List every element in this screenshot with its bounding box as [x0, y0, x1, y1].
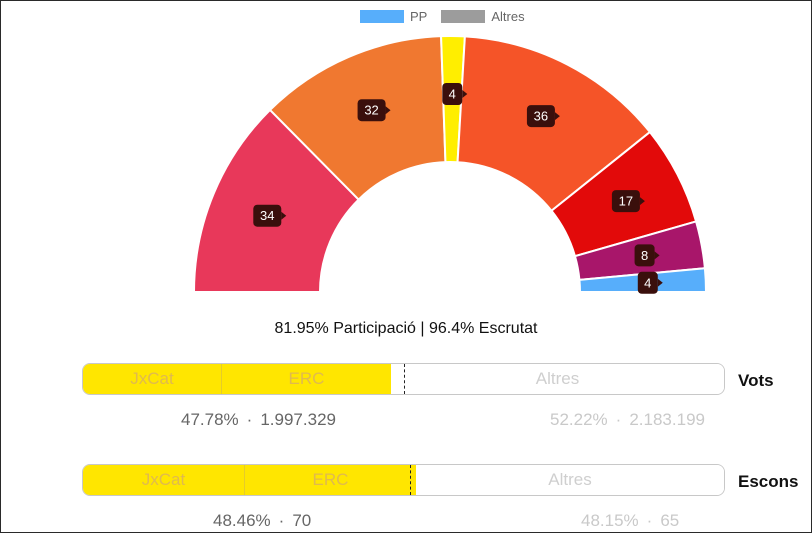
- seat-label-text-4: 17: [619, 194, 633, 209]
- legend-swatch-altres: [441, 9, 486, 23]
- seats-bloc-dot: ·: [278, 511, 285, 530]
- seats-segment-jxcat[interactable]: JxCat: [83, 465, 244, 495]
- legend-label-altres: Altres: [491, 8, 525, 24]
- legend-swatch-pp: [360, 9, 404, 23]
- votes-segment-altres[interactable]: Altres: [391, 364, 724, 394]
- votes-bloc-dot: ·: [246, 410, 253, 429]
- seat-label-3: 36: [526, 105, 560, 128]
- legend-item-pp[interactable]: PP: [360, 9, 427, 24]
- seat-label-5: 8: [634, 244, 660, 267]
- seat-label-pointer-3: [554, 112, 560, 121]
- seat-label-pointer-1: [385, 106, 391, 115]
- seat-label-pointer-2: [462, 90, 468, 99]
- seat-label-2: 4: [442, 83, 468, 106]
- votes-segment-erc[interactable]: ERC: [221, 364, 391, 394]
- seat-label-0: 34: [253, 204, 287, 227]
- seat-label-6: 4: [637, 271, 663, 294]
- votes-others-pct: 52.22%: [550, 410, 608, 429]
- seats-label: Escons: [738, 472, 799, 491]
- seat-label-text-3: 36: [534, 109, 548, 124]
- seat-label-text-2: 4: [449, 87, 456, 102]
- seat-label-pointer-6: [657, 278, 663, 287]
- seat-label-bg-5: [634, 244, 655, 267]
- seat-label-bg-3: [526, 105, 555, 128]
- votes-bloc-pct: 47.78%: [181, 410, 239, 429]
- votes-others-dot: ·: [615, 410, 622, 429]
- seat-label-bg-4: [611, 190, 640, 213]
- votes-label: Vots: [738, 371, 774, 390]
- votes-bloc-stat: 47.78% · 1.997.329: [181, 410, 336, 430]
- seat-label-bg-6: [637, 271, 658, 294]
- votes-bloc-value: 1.997.329: [260, 410, 336, 429]
- seats-others-value: 65: [660, 511, 680, 530]
- seat-label-pointer-5: [654, 251, 660, 260]
- seats-bloc-value: 70: [292, 511, 312, 530]
- seat-label-text-5: 8: [641, 248, 648, 263]
- seats-bloc-pct: 48.46%: [213, 511, 271, 530]
- hemicycle-slice-0[interactable]: [192, 108, 361, 293]
- votes-bar: JxCat ERC Altres: [82, 363, 725, 395]
- seat-label-pointer-4: [639, 197, 645, 206]
- seat-label-text-1: 32: [364, 103, 378, 118]
- votes-others-stat: 52.22% · 2.183.199: [550, 410, 705, 430]
- seat-label-1: 32: [357, 99, 391, 122]
- votes-majority-marker: [404, 364, 405, 394]
- chart-legend: PP Altres: [360, 7, 539, 25]
- participation-text: 81.95% Participació | 96.4% Escrutat: [274, 320, 538, 337]
- hemicycle-chart: 34 32 4 36 17 8 4: [192, 35, 708, 294]
- seats-bloc-stat: 48.46% · 70: [213, 511, 311, 531]
- votes-segment-jxcat[interactable]: JxCat: [83, 364, 221, 394]
- seats-segment-altres[interactable]: Altres: [416, 465, 724, 495]
- seat-label-bg-2: [442, 83, 463, 106]
- legend-label-pp: PP: [410, 8, 428, 24]
- seats-others-stat: 48.15% · 65: [581, 511, 679, 531]
- legend-item-altres[interactable]: Altres: [441, 8, 525, 24]
- seat-label-4: 17: [611, 190, 645, 213]
- seat-label-pointer-0: [281, 211, 287, 220]
- seats-others-pct: 48.15%: [581, 511, 639, 530]
- seat-label-bg-1: [357, 99, 386, 122]
- seat-label-text-6: 4: [644, 275, 651, 290]
- votes-others-value: 2.183.199: [629, 410, 705, 429]
- seats-others-dot: ·: [646, 511, 653, 530]
- seat-label-bg-0: [253, 204, 282, 227]
- seats-bar: JxCat ERC Altres: [82, 464, 725, 496]
- seats-majority-marker: [410, 465, 411, 495]
- seat-label-text-0: 34: [260, 208, 274, 223]
- seats-segment-erc[interactable]: ERC: [244, 465, 416, 495]
